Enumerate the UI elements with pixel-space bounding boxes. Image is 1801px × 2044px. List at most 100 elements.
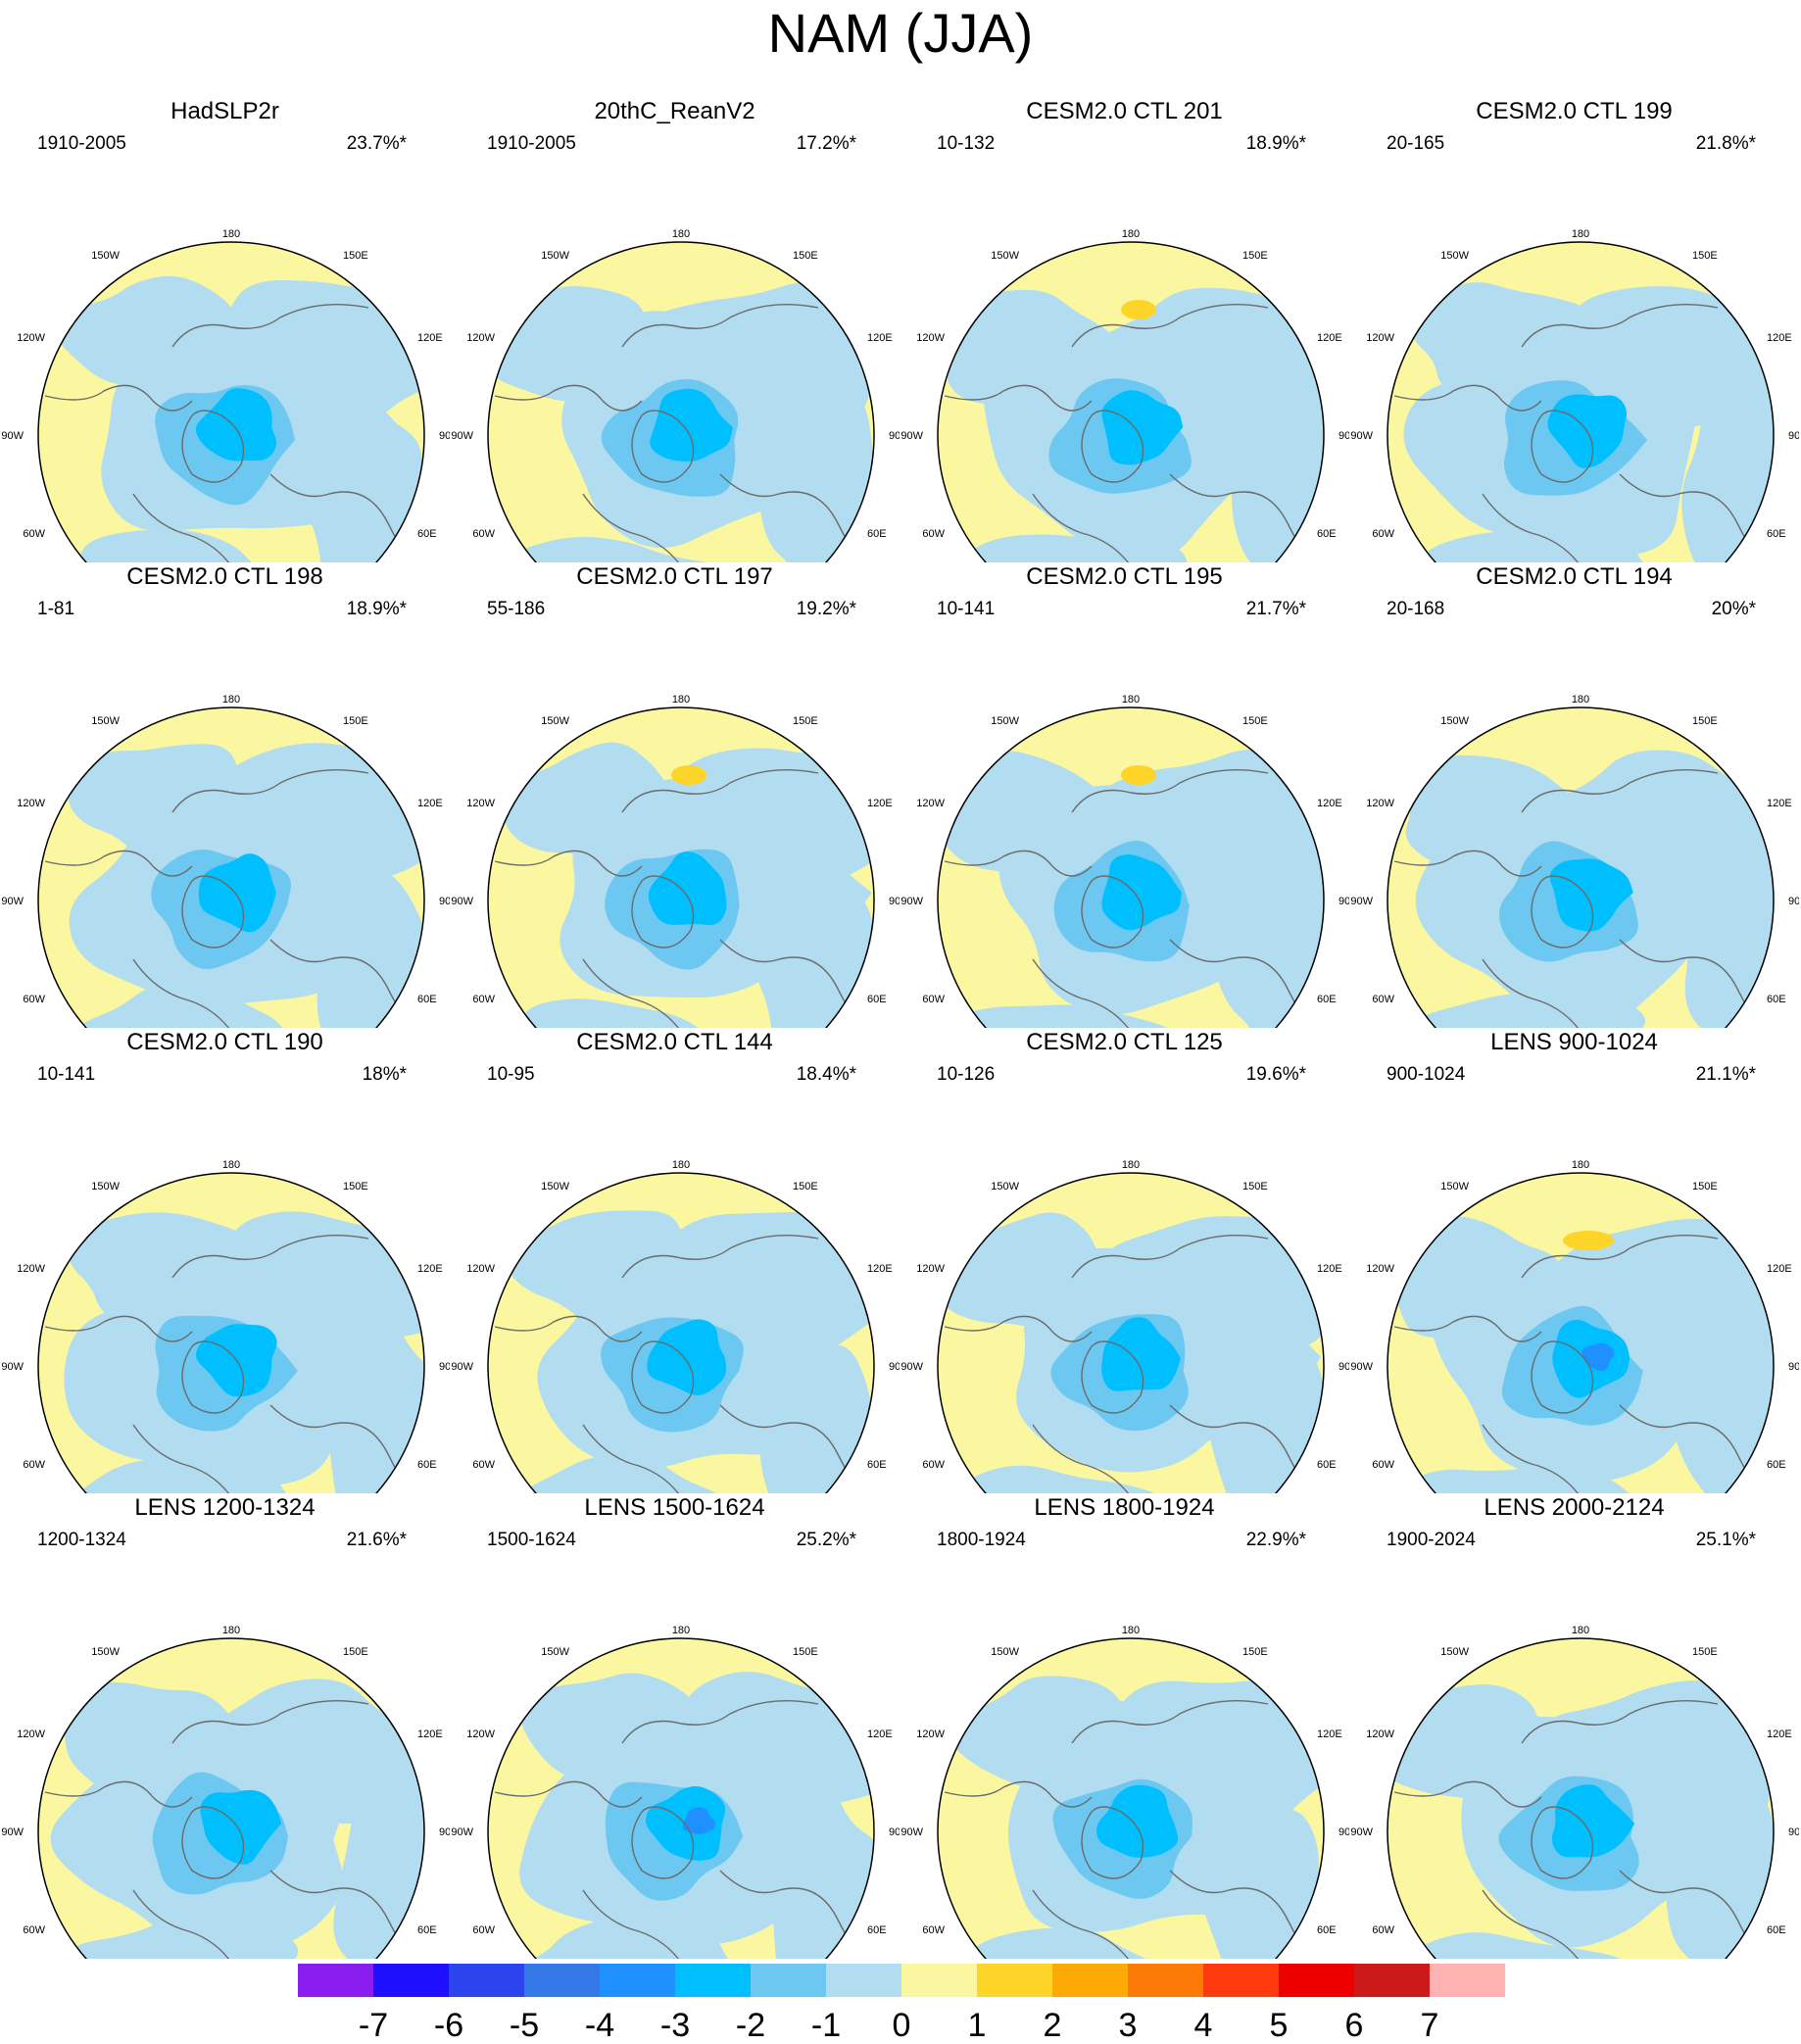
longitude-label: 120W xyxy=(17,1263,45,1275)
negative-anomaly-region xyxy=(1405,754,1589,872)
map-panel: LENS 1200-1324 1200-1324 21.6%* 180 150E 120E… xyxy=(0,1494,450,1959)
panel-period: 1800-1924 xyxy=(937,1530,1026,1550)
longitude-label: 90W xyxy=(1,1361,24,1373)
longitude-label: 60E xyxy=(867,1459,887,1471)
negative-anomaly-region xyxy=(1387,1683,1571,1800)
longitude-label: 180 xyxy=(222,228,240,240)
negative-anomaly-core xyxy=(1101,1317,1181,1391)
colorbar-swatch xyxy=(1430,1964,1505,1997)
map-boundary xyxy=(37,1637,425,1959)
colorbar-swatch xyxy=(826,1964,902,1997)
polar-map: 180150E120E90E60E30E030W60W90W120W150W xyxy=(1,1625,450,1959)
longitude-label: 60E xyxy=(1767,528,1786,540)
longitude-label: 120W xyxy=(916,798,945,809)
panel-variance: 18.9%* xyxy=(346,599,407,619)
longitude-label: 120E xyxy=(1317,1263,1342,1275)
longitude-label: 120E xyxy=(417,1263,443,1275)
panel-title: CESM2.0 CTL 144 xyxy=(576,1029,773,1055)
negative-anomaly-region xyxy=(503,742,678,865)
longitude-label: 150W xyxy=(991,715,1019,727)
longitude-label: 60W xyxy=(472,1459,495,1471)
colorbar-label: 5 xyxy=(1270,2007,1289,2042)
map-panel: CESM2.0 CTL 201 10-132 18.9%* 180 150E 120E 90… xyxy=(900,98,1349,562)
polar-map: 180150E120E90E60E30E030W60W90W120W150W xyxy=(451,1159,900,1493)
panel-title: HadSLP2r xyxy=(170,98,279,124)
longitude-label: 60E xyxy=(867,528,887,540)
longitude-label: 150E xyxy=(1692,250,1718,262)
longitude-label: 60E xyxy=(1317,1459,1337,1471)
longitude-label: 90W xyxy=(1,430,24,442)
colorbar-label: -5 xyxy=(510,2007,539,2042)
panel-title: CESM2.0 CTL 201 xyxy=(1026,98,1223,124)
negative-anomaly-region xyxy=(1411,282,1591,403)
negative-anomaly-core xyxy=(647,1319,726,1395)
longitude-label: 60E xyxy=(417,994,437,1005)
colorbar-swatch xyxy=(1279,1964,1355,1997)
negative-anomaly-region xyxy=(48,529,297,562)
panel-period: 10-132 xyxy=(937,133,996,154)
longitude-label: 120E xyxy=(1767,798,1792,809)
panel-title: LENS 2000-2124 xyxy=(1484,1494,1665,1521)
longitude-label: 60W xyxy=(1372,528,1394,540)
panel-variance: 20%* xyxy=(1711,599,1756,619)
negative-anomaly-core xyxy=(1096,1784,1179,1858)
longitude-label: 120E xyxy=(1767,332,1792,344)
map-panel: CESM2.0 CTL 194 20-168 20%* 180 150E 120E 90E 6… xyxy=(1349,563,1799,1028)
colorbar-swatch xyxy=(449,1964,525,1997)
longitude-label: 120W xyxy=(466,332,495,344)
negative-anomaly-region xyxy=(517,1673,700,1793)
negative-anomaly-region xyxy=(57,275,234,395)
negative-anomaly-region xyxy=(938,751,1116,871)
map-panel: CESM2.0 CTL 125 10-126 19.6%* 180 150E 120E 90… xyxy=(900,1029,1349,1493)
panel-period: 900-1024 xyxy=(1387,1064,1466,1085)
polar-map: 180150E120E90E60E30E030W60W90W120W150W xyxy=(451,228,900,562)
longitude-label: 150W xyxy=(1440,1181,1469,1192)
panel-title: CESM2.0 CTL 125 xyxy=(1026,1029,1223,1055)
panel-period: 10-126 xyxy=(937,1064,996,1085)
longitude-label: 180 xyxy=(672,1625,690,1636)
longitude-label: 120W xyxy=(916,1263,945,1275)
map-boundary xyxy=(37,1172,425,1493)
longitude-label: 120E xyxy=(867,798,893,809)
coastlines xyxy=(944,304,1324,562)
longitude-label: 180 xyxy=(222,694,240,706)
negative-anomaly-region xyxy=(949,1676,1128,1791)
longitude-label: 180 xyxy=(1122,228,1140,240)
negative-anomaly-region xyxy=(508,1210,685,1327)
negative-anomaly-core xyxy=(1551,1784,1635,1858)
panel-variance: 23.7%* xyxy=(346,133,407,154)
longitude-label: 150E xyxy=(1692,1646,1718,1658)
longitude-label: 60W xyxy=(23,994,45,1005)
panel-period: 1900-2024 xyxy=(1387,1530,1476,1550)
longitude-label: 150W xyxy=(541,250,569,262)
negative-anomaly-region xyxy=(750,869,873,1028)
negative-anomaly-region xyxy=(1417,517,1651,562)
colorbar-label: -7 xyxy=(359,2007,388,2042)
longitude-label: 60W xyxy=(1372,994,1394,1005)
panel-variance: 18%* xyxy=(362,1064,407,1085)
longitude-label: 60W xyxy=(472,994,495,1005)
longitude-label: 60W xyxy=(922,528,945,540)
longitude-label: 120E xyxy=(867,1263,893,1275)
negative-anomaly-region xyxy=(68,744,242,863)
colorbar-label: 4 xyxy=(1194,2007,1213,2042)
polar-map: 180150E120E90E60E30E030W60W90W120W150W xyxy=(451,1625,900,1959)
polar-map: 180150E120E90E60E30E030W60W90W120W150W xyxy=(900,1159,1349,1493)
polar-map: 180150E120E90E60E30E030W60W90W120W150W xyxy=(1350,694,1799,1028)
longitude-label: 150E xyxy=(343,715,368,727)
colorbar-swatch xyxy=(901,1964,978,1997)
panel-variance: 18.4%* xyxy=(796,1064,856,1085)
colorbar-swatch xyxy=(675,1964,752,1997)
longitude-label: 150W xyxy=(991,1181,1019,1192)
negative-anomaly-region xyxy=(507,1917,752,1959)
negative-anomaly-region xyxy=(64,1681,241,1802)
panel-title: LENS 1500-1624 xyxy=(584,1494,765,1521)
map-boundary xyxy=(1387,706,1775,1028)
panel-variance: 22.9%* xyxy=(1245,1530,1306,1550)
colorbar-swatch xyxy=(1128,1964,1204,1997)
panel-title: 20thC_ReanV2 xyxy=(594,98,755,124)
coastlines xyxy=(944,1235,1324,1493)
longitude-label: 60E xyxy=(417,1459,437,1471)
longitude-label: 120W xyxy=(1366,332,1394,344)
panel-title: LENS 900-1024 xyxy=(1490,1029,1658,1055)
